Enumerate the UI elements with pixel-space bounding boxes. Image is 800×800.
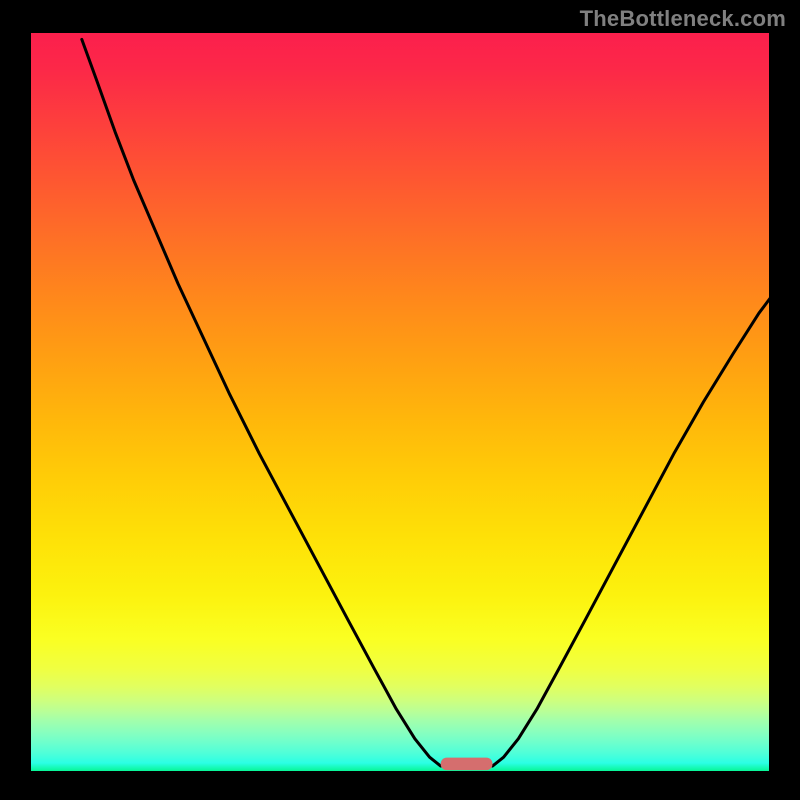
bottleneck-chart [0,0,800,800]
plot-gradient-background [30,32,770,772]
watermark-text: TheBottleneck.com [580,6,786,32]
optimal-marker [441,758,493,771]
chart-root: TheBottleneck.com [0,0,800,800]
